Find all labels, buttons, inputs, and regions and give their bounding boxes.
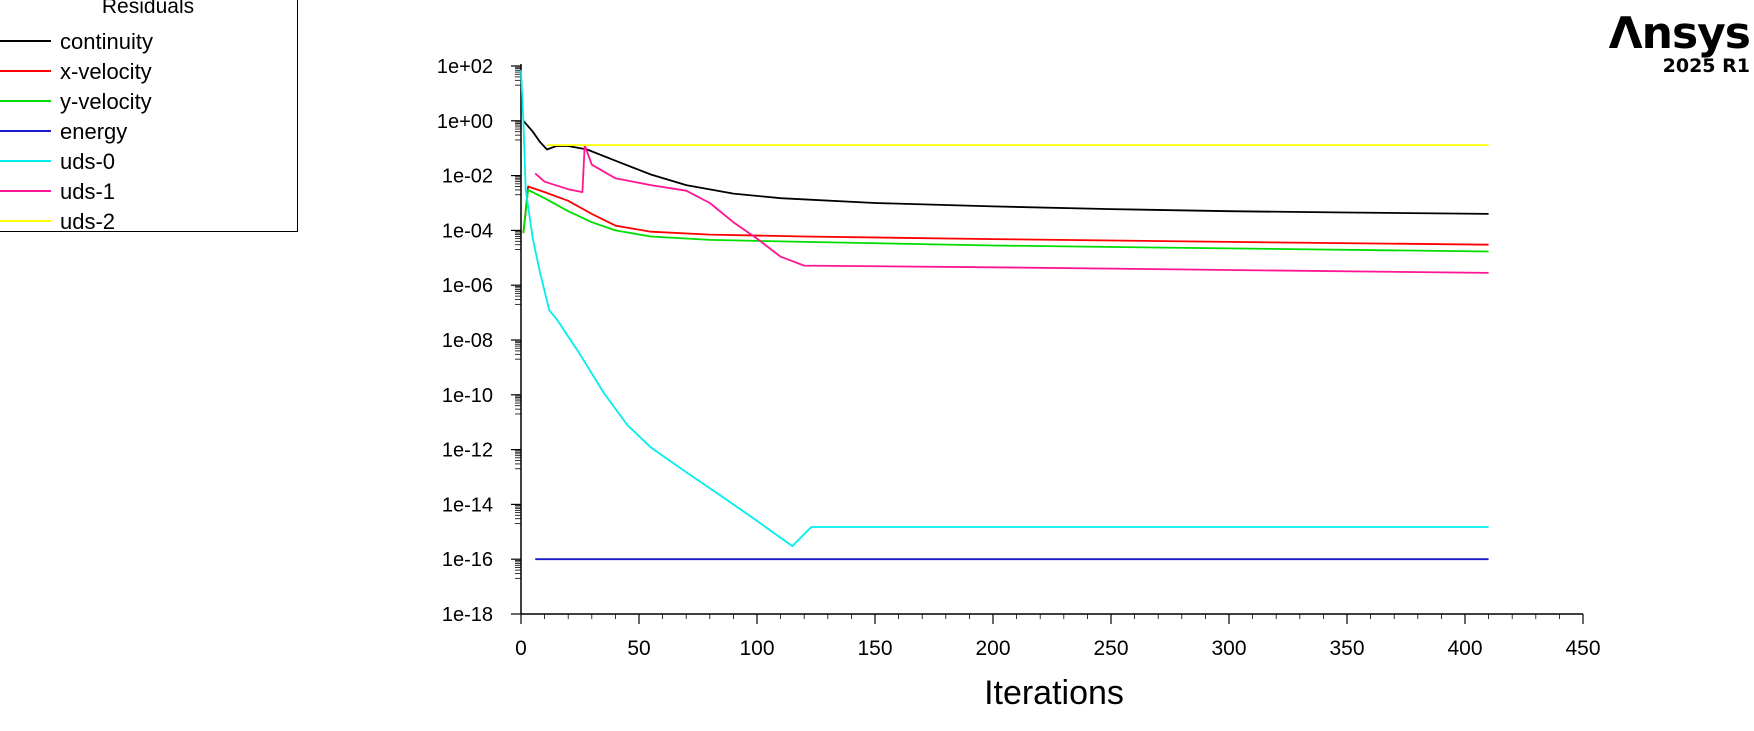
- x-tick-label: 250: [1093, 637, 1128, 660]
- legend-swatch: [0, 70, 51, 72]
- legend-label: uds-1: [60, 179, 116, 204]
- legend-label: uds-2: [60, 209, 116, 234]
- logo-name: Λnsys: [1608, 8, 1751, 59]
- series-line-y-velocity: [522, 188, 1489, 253]
- legend-swatch: [0, 220, 51, 222]
- legend-title: Residuals: [101, 0, 195, 18]
- y-tick-label: 1e-14: [442, 494, 493, 516]
- series-line-uds-1: [534, 144, 1489, 274]
- series-line-continuity: [522, 120, 1489, 215]
- legend-label: x-velocity: [60, 59, 152, 84]
- legend-swatch: [0, 100, 51, 102]
- y-tick-label: 1e-10: [442, 385, 493, 407]
- legend-swatch: [0, 160, 51, 162]
- plot-lines: [520, 70, 1489, 561]
- y-tick-label: 1e-12: [442, 440, 493, 462]
- y-tick-label: 1e-04: [442, 220, 493, 242]
- legend-label: uds-0: [60, 149, 116, 174]
- legend-label: continuity: [60, 29, 153, 54]
- y-tick-label: 1e-08: [442, 330, 493, 352]
- y-tick-label: 1e-02: [442, 166, 493, 188]
- y-tick-label: 1e+00: [437, 111, 493, 133]
- series-line-uds-0: [520, 70, 1489, 547]
- y-tick-label: 1e+02: [437, 56, 493, 78]
- x-tick-label: 300: [1211, 637, 1246, 660]
- legend-label: energy: [60, 119, 128, 144]
- legend-label: y-velocity: [60, 89, 152, 114]
- legend: Residuals continuity x-velocity y-velocity…: [0, 0, 298, 234]
- plot-axes: 1e+02 1e+00 1e-02 1e-04 1e-06 1e-08 1e-10 1e-12…: [437, 56, 1601, 660]
- x-tick-label: 100: [739, 637, 774, 660]
- x-tick-label: 400: [1447, 637, 1482, 660]
- x-tick-label: 50: [627, 637, 650, 660]
- x-tick-label: 0: [515, 637, 527, 660]
- legend-swatch: [0, 190, 51, 192]
- y-tick-label: 1e-18: [442, 604, 493, 626]
- logo-version: 2025 R1: [1662, 55, 1750, 77]
- y-tick-label: 1e-16: [442, 549, 493, 571]
- x-tick-label: 200: [975, 637, 1010, 660]
- series-line-x-velocity: [522, 185, 1489, 246]
- legend-swatch: [0, 40, 51, 42]
- x-tick-label: 450: [1565, 637, 1600, 660]
- x-tick-label: 350: [1329, 637, 1364, 660]
- y-tick-label: 1e-06: [442, 275, 493, 297]
- legend-swatch: [0, 130, 51, 132]
- ansys-logo: Λnsys 2025 R1: [1608, 8, 1751, 77]
- x-axis-label: Iterations: [984, 674, 1124, 712]
- x-tick-label: 150: [857, 637, 892, 660]
